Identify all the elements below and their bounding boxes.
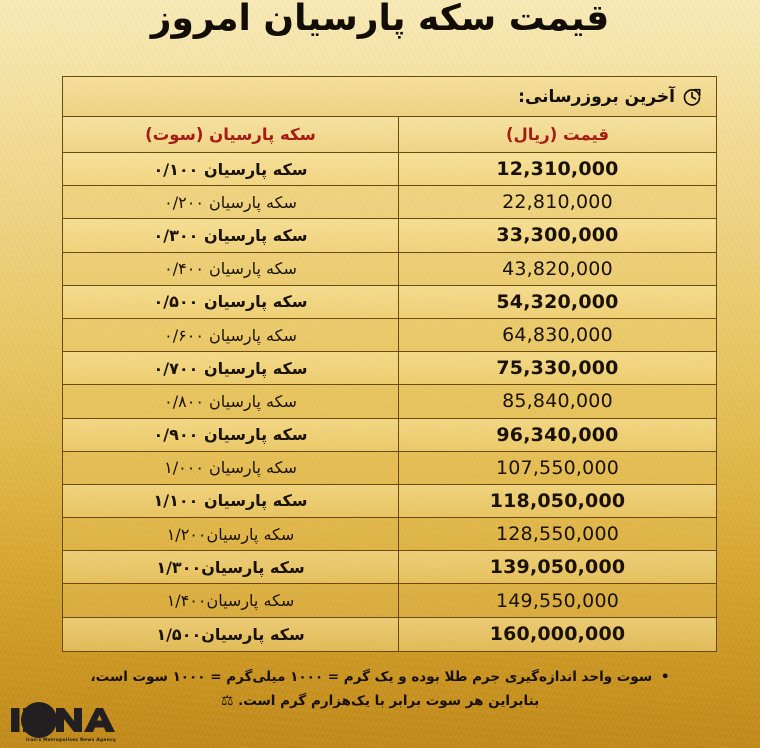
- cell-price: 64,830,000: [398, 318, 716, 352]
- column-header-price: قیمت (ریال): [398, 117, 716, 152]
- footnote-bullet: •: [660, 669, 670, 685]
- table-row: 85,840,000 سکه پارسیان ۰/۸۰۰: [63, 385, 716, 419]
- svg-text:Iran's Metropolises News Agenc: Iran's Metropolises News Agency: [26, 737, 116, 743]
- table-header-row: قیمت (ریال) سکه پارسیان (سوت): [63, 117, 716, 153]
- table-row: 75,330,000 سکه پارسیان ۰/۷۰۰: [63, 352, 716, 386]
- cell-price: 54,320,000: [398, 285, 716, 318]
- cell-price: 22,810,000: [398, 186, 716, 219]
- cell-price: 43,820,000: [398, 252, 716, 285]
- cell-coin-name: سکه پارسیان ۱/۱۰۰: [153, 491, 308, 511]
- cell-coin-name: سکه پارسیان۱/۳۰۰: [156, 557, 305, 577]
- table-row: 12,310,000 سکه پارسیان ۰/۱۰۰: [63, 153, 716, 187]
- cell-price: 160,000,000: [398, 617, 716, 651]
- cell-coin-name: سکه پارسیان ۰/۲۰۰: [164, 192, 297, 212]
- cell-price: 139,050,000: [398, 551, 716, 584]
- footnote-text-2: بنابراین هر سوت برابر با یک‌هزارم گرم اس…: [238, 693, 540, 710]
- table-row: 43,820,000 سکه پارسیان ۰/۴۰۰: [63, 252, 716, 286]
- cell-price: 12,310,000: [398, 153, 716, 186]
- table-row: 128,550,000 سکه پارسیان۱/۲۰۰: [63, 518, 716, 552]
- cell-price: 33,300,000: [398, 219, 716, 252]
- refresh-clock-icon: [682, 87, 702, 107]
- cell-price: 85,840,000: [398, 385, 716, 418]
- table-row: 160,000,000 سکه پارسیان۱/۵۰۰: [63, 617, 716, 651]
- footnote: • سوت واحد اندازه‌گیری جرم طلا بوده و یک…: [0, 666, 760, 713]
- table-row: 64,830,000 سکه پارسیان ۰/۶۰۰: [63, 318, 716, 353]
- footnote-line-1: • سوت واحد اندازه‌گیری جرم طلا بوده و یک…: [26, 666, 734, 689]
- table-row: 33,300,000 سکه پارسیان ۰/۳۰۰: [63, 219, 716, 253]
- cell-coin-name: سکه پارسیان ۰/۴۰۰: [164, 259, 297, 279]
- cell-coin-name: سکه پارسیان ۰/۸۰۰: [164, 391, 297, 411]
- column-header-coin: سکه پارسیان (سوت): [145, 125, 316, 144]
- cell-coin-name: سکه پارسیان ۰/۵۰۰: [153, 292, 308, 312]
- imna-logo: Iran's Metropolises News Agency: [8, 698, 124, 744]
- cell-coin-name: سکه پارسیان ۰/۱۰۰: [153, 159, 308, 179]
- footnote-text-1: سوت واحد اندازه‌گیری جرم طلا بوده و یک گ…: [90, 669, 653, 685]
- cell-price: 149,550,000: [398, 584, 716, 617]
- table-body: 12,310,000 سکه پارسیان ۰/۱۰۰ 22,810,000 سکه…: [63, 153, 716, 651]
- table-row: 118,050,000 سکه پارسیان ۱/۱۰۰: [63, 484, 716, 519]
- table-row: 149,550,000 سکه پارسیان۱/۴۰۰: [63, 584, 716, 618]
- balance-scale-icon: ⚖: [220, 693, 234, 710]
- cell-coin-name: سکه پارسیان۱/۵۰۰: [156, 624, 305, 644]
- cell-price: 107,550,000: [398, 451, 716, 484]
- cell-price: 118,050,000: [398, 484, 716, 518]
- cell-coin-name: سکه پارسیان۱/۴۰۰: [166, 591, 295, 611]
- cell-price: 75,330,000: [398, 352, 716, 385]
- cell-coin-name: سکه پارسیان ۰/۳۰۰: [153, 225, 308, 245]
- last-update-label: آخرین بروزرسانی:: [518, 86, 675, 107]
- table-row: 54,320,000 سکه پارسیان ۰/۵۰۰: [63, 285, 716, 319]
- cell-coin-name: سکه پارسیان ۰/۷۰۰: [153, 358, 308, 378]
- page-title: قیمت سکه پارسیان امروز: [150, 0, 610, 39]
- last-update-label-group: آخرین بروزرسانی:: [518, 87, 702, 107]
- last-update-row: آخرین بروزرسانی:: [63, 77, 716, 117]
- cell-coin-name: سکه پارسیان ۱/۰۰۰: [164, 458, 297, 478]
- table-row: 107,550,000 سکه پارسیان ۱/۰۰۰: [63, 451, 716, 485]
- table-row: 139,050,000 سکه پارسیان۱/۳۰۰: [63, 551, 716, 585]
- price-table: آخرین بروزرسانی: قیمت (ریال) سکه پارسیان…: [62, 76, 717, 652]
- cell-coin-name: سکه پارسیان ۰/۶۰۰: [164, 325, 297, 345]
- cell-price: 128,550,000: [398, 518, 716, 551]
- cell-coin-name: سکه پارسیان ۰/۹۰۰: [153, 425, 308, 445]
- cell-coin-name: سکه پارسیان۱/۲۰۰: [166, 524, 295, 544]
- cell-price: 96,340,000: [398, 418, 716, 451]
- table-row: 96,340,000 سکه پارسیان ۰/۹۰۰: [63, 418, 716, 452]
- table-row: 22,810,000 سکه پارسیان ۰/۲۰۰: [63, 186, 716, 220]
- footnote-line-2: بنابراین هر سوت برابر با یک‌هزارم گرم اس…: [26, 689, 734, 713]
